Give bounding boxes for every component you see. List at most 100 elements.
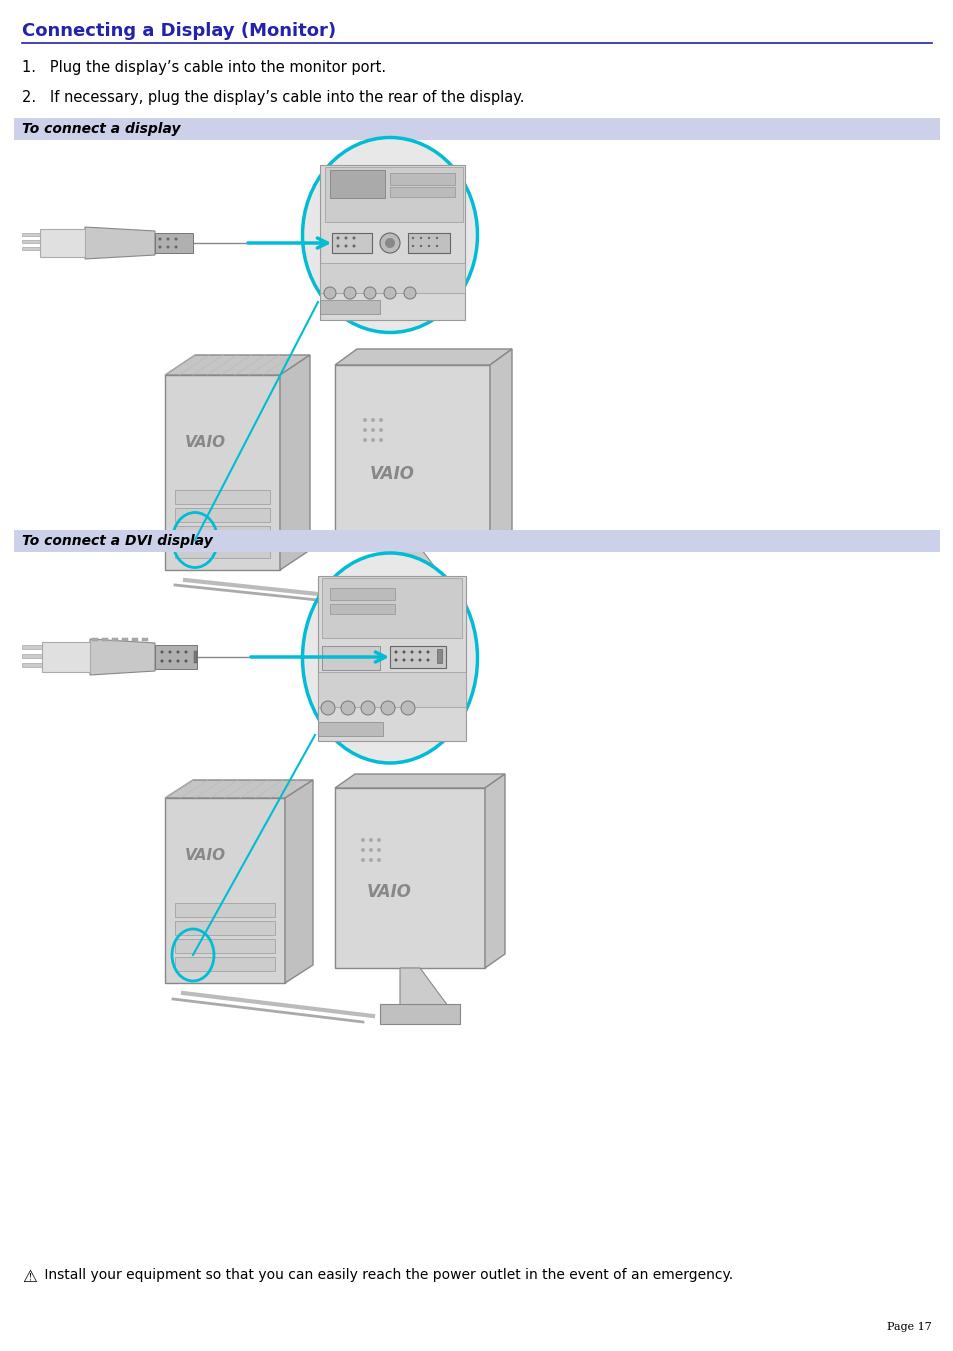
Bar <box>174 490 270 504</box>
Bar <box>14 118 939 141</box>
Bar <box>408 232 450 253</box>
Circle shape <box>160 659 163 662</box>
Circle shape <box>369 838 373 842</box>
Circle shape <box>158 246 161 249</box>
Polygon shape <box>399 969 448 1006</box>
Circle shape <box>436 236 437 239</box>
Polygon shape <box>401 550 452 590</box>
Bar <box>102 638 108 640</box>
Circle shape <box>364 286 375 299</box>
Circle shape <box>174 246 177 249</box>
Circle shape <box>336 245 339 247</box>
Circle shape <box>184 659 188 662</box>
Bar <box>174 508 270 521</box>
Text: Page 17: Page 17 <box>886 1323 931 1332</box>
Bar <box>174 526 270 540</box>
Circle shape <box>385 238 395 249</box>
Circle shape <box>360 701 375 715</box>
Circle shape <box>426 650 429 654</box>
Circle shape <box>360 858 365 862</box>
Bar <box>390 173 455 185</box>
Circle shape <box>376 838 380 842</box>
Bar <box>22 240 40 243</box>
Circle shape <box>400 701 415 715</box>
Bar <box>330 604 395 613</box>
Bar <box>174 957 274 971</box>
Bar <box>154 644 196 669</box>
Text: MONITOR: MONITOR <box>324 650 356 657</box>
Polygon shape <box>490 349 512 550</box>
Text: VAIO: VAIO <box>185 848 226 863</box>
Bar <box>174 544 270 558</box>
Ellipse shape <box>302 138 477 332</box>
Bar <box>381 588 461 608</box>
Text: IN/DVI: IN/DVI <box>406 255 427 262</box>
Bar <box>22 247 40 250</box>
Circle shape <box>378 438 382 442</box>
Bar <box>335 788 484 969</box>
Circle shape <box>371 417 375 422</box>
Circle shape <box>176 659 179 662</box>
Bar <box>322 646 379 670</box>
Polygon shape <box>85 227 154 259</box>
Circle shape <box>360 848 365 852</box>
Circle shape <box>363 438 367 442</box>
Text: Connecting a Display (Monitor): Connecting a Display (Monitor) <box>22 22 335 41</box>
Circle shape <box>160 650 163 654</box>
Circle shape <box>352 236 355 239</box>
Bar <box>22 644 42 648</box>
Circle shape <box>418 658 421 662</box>
Polygon shape <box>280 355 310 570</box>
Bar <box>317 671 465 707</box>
Circle shape <box>419 245 422 247</box>
Circle shape <box>412 245 414 247</box>
Bar <box>332 232 372 253</box>
Circle shape <box>371 438 375 442</box>
Bar <box>317 576 465 740</box>
Circle shape <box>376 858 380 862</box>
Text: 2.   If necessary, plug the display’s cable into the rear of the display.: 2. If necessary, plug the display’s cabl… <box>22 91 524 105</box>
Bar <box>319 263 464 293</box>
Text: MONITOR: MONITOR <box>335 255 368 262</box>
Circle shape <box>378 428 382 432</box>
Circle shape <box>402 658 405 662</box>
Bar <box>22 654 42 658</box>
Bar <box>319 165 464 320</box>
Text: VAIO: VAIO <box>370 465 415 484</box>
Bar <box>142 638 148 640</box>
Bar <box>193 651 196 663</box>
Text: To connect a display: To connect a display <box>22 122 180 136</box>
Polygon shape <box>285 780 313 984</box>
Circle shape <box>410 650 413 654</box>
Circle shape <box>340 701 355 715</box>
Polygon shape <box>90 639 154 676</box>
Text: ID: ID <box>335 173 348 182</box>
Text: ⚠: ⚠ <box>22 1269 37 1286</box>
Bar <box>330 588 395 600</box>
Bar <box>319 300 379 313</box>
Text: Install your equipment so that you can easily reach the power outlet in the even: Install your equipment so that you can e… <box>40 1269 732 1282</box>
Circle shape <box>436 245 437 247</box>
Bar <box>14 530 939 553</box>
Circle shape <box>363 428 367 432</box>
Polygon shape <box>165 355 310 376</box>
Circle shape <box>169 650 172 654</box>
Bar <box>436 648 441 663</box>
Bar <box>174 902 274 917</box>
Text: VAIO: VAIO <box>367 884 412 901</box>
Circle shape <box>427 236 430 239</box>
Circle shape <box>344 236 347 239</box>
Circle shape <box>352 245 355 247</box>
Circle shape <box>174 238 177 240</box>
Circle shape <box>336 236 339 239</box>
Bar <box>122 638 128 640</box>
Circle shape <box>376 848 380 852</box>
Bar <box>112 638 118 640</box>
Circle shape <box>426 658 429 662</box>
Circle shape <box>363 417 367 422</box>
Polygon shape <box>165 780 313 798</box>
Circle shape <box>176 650 179 654</box>
Circle shape <box>169 659 172 662</box>
Bar <box>330 170 385 199</box>
Bar <box>174 921 274 935</box>
